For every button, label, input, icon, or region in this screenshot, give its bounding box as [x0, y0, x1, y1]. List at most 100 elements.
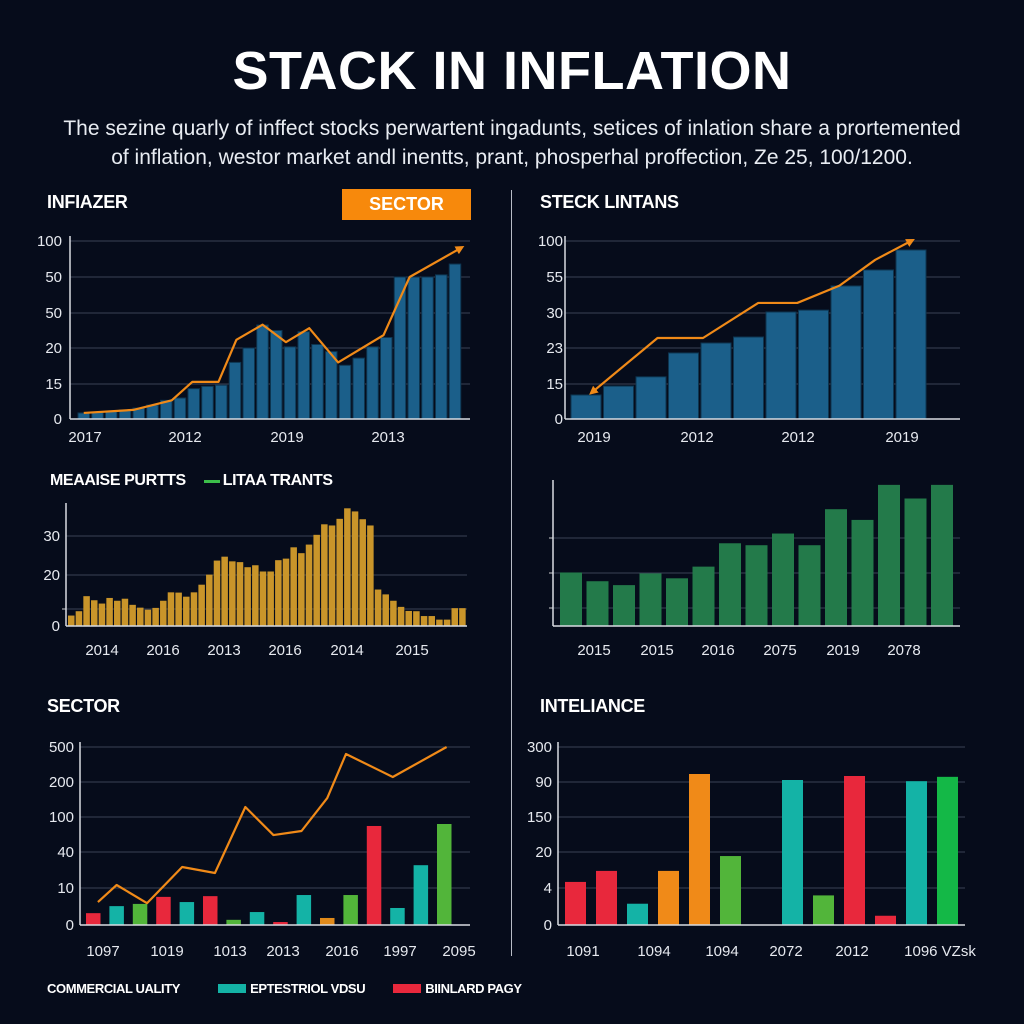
bar: [226, 919, 241, 925]
chart-3-header: MEAAISE PURTTS LITAA TRANTS: [50, 472, 333, 490]
bar: [366, 825, 382, 925]
subtitle-line-2: of inflation, westor market andl inentts…: [111, 146, 913, 169]
x-tick-label: 2017: [68, 429, 101, 446]
bar: [380, 337, 393, 420]
bar: [720, 856, 741, 925]
bar: [187, 388, 200, 420]
bar: [413, 611, 420, 626]
y-tick-label: 50: [45, 269, 62, 286]
x-tick-label: 2016: [146, 642, 179, 659]
x-tick-label: 1097: [86, 943, 119, 960]
y-tick-label: 0: [544, 917, 552, 934]
bar: [906, 781, 927, 925]
bar: [270, 330, 283, 420]
x-tick-label: 2016: [268, 642, 301, 659]
bar: [338, 364, 352, 420]
bar: [931, 484, 953, 626]
y-tick-label: 200: [49, 774, 74, 791]
bar: [359, 519, 366, 626]
bar: [91, 600, 98, 626]
chart-1-title: INFIAZER: [47, 192, 128, 212]
bar: [144, 609, 152, 626]
bar: [407, 276, 420, 420]
bar: [875, 915, 896, 925]
bar: [390, 907, 405, 925]
chart-3-legend-label: LITAA TRANTS: [222, 472, 333, 489]
bar: [259, 571, 267, 626]
bar: [75, 611, 83, 626]
y-tick-label: 15: [546, 376, 563, 393]
y-tick-label: 40: [57, 844, 74, 861]
bar: [413, 865, 429, 925]
bar: [190, 592, 198, 626]
x-tick-label: 2013: [207, 642, 240, 659]
bar: [343, 895, 358, 925]
y-tick-label: 500: [49, 739, 74, 756]
bar: [283, 346, 297, 420]
bar: [98, 603, 106, 626]
bar: [129, 604, 136, 626]
y-tick-label: 55: [546, 269, 563, 286]
bottom-legend: COMMERCIAL UALITY EPTESTRIOL VDSU BIINLA…: [47, 981, 522, 996]
bar: [367, 525, 374, 626]
bar: [68, 615, 75, 626]
bar: [156, 896, 171, 925]
bar: [565, 881, 586, 925]
bar: [325, 351, 338, 420]
bar: [109, 906, 124, 925]
bar: [421, 276, 434, 420]
bar: [121, 598, 129, 626]
bar: [813, 895, 834, 925]
y-tick-label: 30: [546, 305, 563, 322]
bar: [689, 774, 710, 925]
x-tick-label: 2014: [330, 642, 363, 659]
y-tick-label: 0: [54, 411, 62, 428]
bar: [443, 619, 451, 626]
sector-button[interactable]: SECTOR: [342, 189, 471, 220]
bar: [282, 558, 290, 626]
bar: [256, 324, 269, 420]
bar: [658, 870, 679, 925]
bar: [366, 346, 379, 420]
x-tick-label: 2015: [577, 642, 610, 659]
y-tick-label: 0: [52, 618, 60, 635]
x-tick-label: 2013: [266, 943, 299, 960]
bar: [106, 597, 113, 626]
bar: [397, 606, 405, 626]
bar: [275, 560, 282, 626]
bar: [374, 589, 382, 626]
bar: [825, 509, 847, 626]
bar: [114, 600, 121, 626]
x-tick-label: 1094: [705, 943, 738, 960]
bar: [249, 912, 265, 925]
bar: [560, 572, 582, 626]
bar: [904, 498, 927, 626]
bar: [596, 870, 617, 925]
bar: [132, 903, 148, 925]
page-title: STACK IN INFLATION: [232, 41, 792, 101]
bar: [221, 556, 228, 626]
bar: [298, 553, 305, 626]
bar: [666, 578, 688, 626]
chart-2-title: STECK LINTANS: [540, 192, 679, 212]
bar: [436, 619, 443, 626]
bar: [290, 547, 297, 626]
bar: [603, 385, 634, 420]
y-tick-label: 0: [66, 917, 74, 934]
bar: [851, 519, 874, 626]
bar: [242, 347, 255, 420]
bar: [152, 607, 159, 626]
bar: [570, 394, 602, 420]
bar: [782, 780, 803, 925]
bar: [206, 574, 213, 626]
bar: [137, 607, 144, 626]
chart-6-title: INTELIANCE: [540, 696, 646, 716]
bar: [167, 592, 175, 626]
bar: [405, 610, 412, 626]
bar: [352, 357, 365, 420]
bar: [692, 566, 715, 626]
bar: [351, 511, 359, 626]
bar: [213, 560, 221, 626]
bar: [459, 608, 466, 626]
legend-title: COMMERCIAL UALITY: [47, 981, 181, 996]
